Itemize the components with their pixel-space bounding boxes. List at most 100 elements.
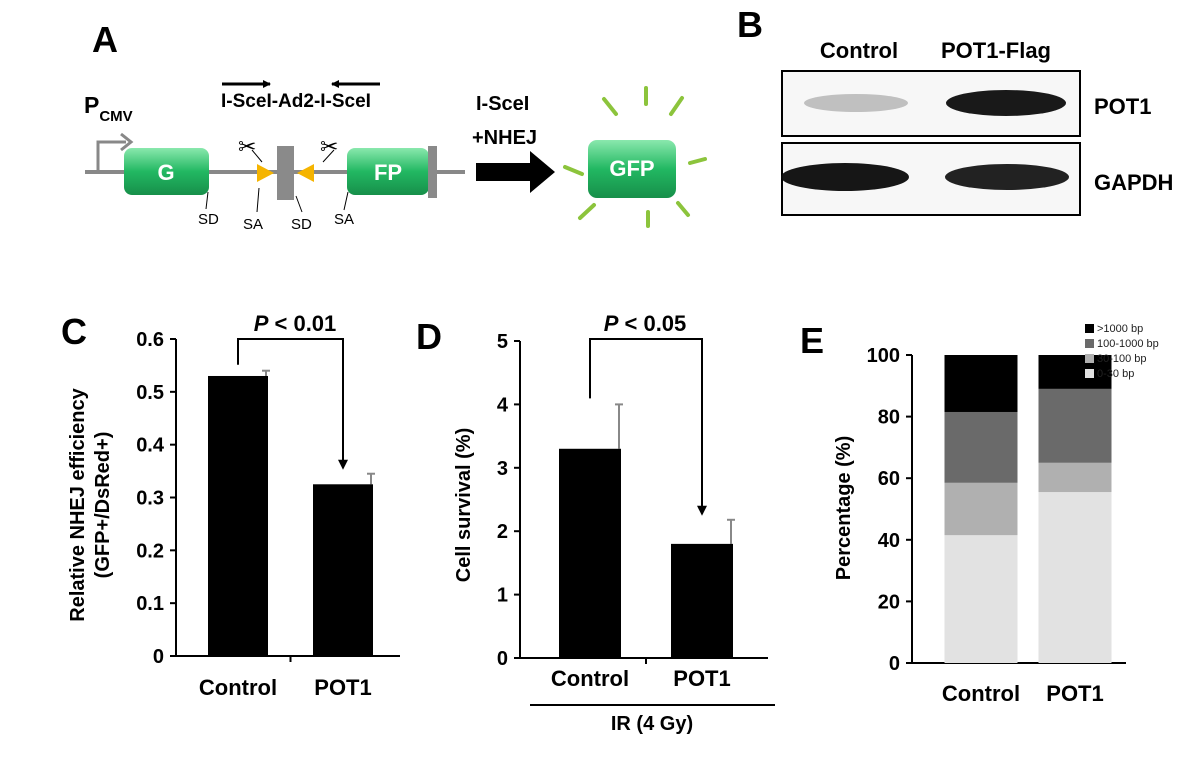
chart-c-plot: 0 0.1 0.2 0.3 0.4 0.5 0.6 Control POT1 <box>136 329 400 700</box>
y-tick-label: 5 <box>497 331 508 353</box>
stacked-bar-segment <box>944 355 1018 412</box>
cut-site-line <box>322 149 335 163</box>
y-tick-label: 0 <box>889 653 900 675</box>
bar <box>208 375 268 656</box>
y-axis-label: Cell survival (%) <box>453 428 475 583</box>
stacked-bar-segment <box>944 535 1018 663</box>
y-tick-label: 0.5 <box>136 382 164 404</box>
blot-band <box>804 94 908 112</box>
chart-e-plot: 0 20 40 60 80 100 Control POT1 <box>867 345 1126 706</box>
legend-swatch <box>1085 369 1094 378</box>
y-tick-label: 0 <box>497 648 508 670</box>
legend-label: >1000 bp <box>1097 323 1143 335</box>
blot-band <box>781 163 909 191</box>
stacked-bar-segment <box>1038 492 1112 663</box>
panel-d: D Cell survival (%) P < 0.05 IR (4 Gy) 0… <box>416 311 775 735</box>
legend-swatch <box>1085 354 1094 363</box>
y-tick-label: 0 <box>153 646 164 668</box>
y-tick-label: 0.6 <box>136 329 164 351</box>
significance-label: P < 0.01 <box>254 311 337 336</box>
significance-arrowhead <box>697 505 707 516</box>
blot-label-pot1: POT1 <box>1094 94 1151 119</box>
exon-g-label: G <box>157 160 174 185</box>
significance-bracket <box>589 338 703 514</box>
lane-label-control: Control <box>820 38 898 63</box>
panel-letter-a: A <box>92 19 118 60</box>
stacked-bar-segment <box>1038 388 1112 463</box>
lane-label-pot1-flag: POT1-Flag <box>941 38 1051 63</box>
panel-b: B Control POT1-Flag POT1 GAPDH <box>737 4 1173 216</box>
y-tick-label: 0.4 <box>136 435 165 457</box>
stacked-bar-segment <box>944 411 1018 483</box>
process-arrow <box>476 151 555 193</box>
panel-a: A PCMV G I-SceI-Ad2-I-SceI ✂ ✂ FP SD <box>84 19 707 233</box>
legend-label: 0-30 bp <box>1097 368 1134 380</box>
blot-label-gapdh: GAPDH <box>1094 170 1173 195</box>
y-tick-label: 0.3 <box>136 488 164 510</box>
x-category-label: Control <box>551 666 629 691</box>
x-category-label: POT1 <box>1046 681 1103 706</box>
x-category-label: POT1 <box>314 675 371 700</box>
process-label-line2: +NHEJ <box>472 127 537 149</box>
cut-site-line <box>251 149 263 163</box>
legend-label: 100-1000 bp <box>1097 338 1159 350</box>
scissors-icon: ✂ <box>320 134 338 159</box>
panel-e: E Percentage (%) 0 20 40 60 80 100 Control POT1… <box>800 320 1159 706</box>
y-tick-label: 20 <box>878 591 900 613</box>
x-category-label: POT1 <box>673 666 730 691</box>
panel-letter-b: B <box>737 4 763 45</box>
y-tick-label: 60 <box>878 468 900 490</box>
gfp-label: GFP <box>609 156 654 181</box>
promoter-arrowhead <box>120 132 134 152</box>
stacked-bar-segment <box>1038 355 1112 389</box>
sa-leader <box>343 191 349 211</box>
legend-label: 30-100 bp <box>1097 353 1147 365</box>
y-axis-label-line1: Relative NHEJ efficiency <box>67 387 89 621</box>
y-axis-label: Percentage (%) <box>833 436 855 581</box>
x-category-label: Control <box>199 675 277 700</box>
y-tick-label: 0.1 <box>136 593 164 615</box>
y-tick-label: 3 <box>497 458 508 480</box>
y-tick-label: 40 <box>878 530 900 552</box>
stacked-bar-segment <box>944 482 1018 536</box>
y-tick-label: 100 <box>867 345 900 367</box>
splice-acceptor-label: SA <box>243 216 263 233</box>
exon-fp-box <box>347 148 429 195</box>
polya-block <box>428 146 437 198</box>
significance-label: P < 0.05 <box>604 311 687 336</box>
group-label: IR (4 Gy) <box>611 713 693 735</box>
ad2-spacer-block <box>277 146 294 200</box>
construct-label: I-SceI-Ad2-I-SceI <box>221 91 371 112</box>
exon-fp-label: FP <box>374 160 402 185</box>
gfp-box <box>588 140 676 198</box>
panel-letter-e: E <box>800 320 824 361</box>
stacked-bar-segment <box>1038 462 1112 493</box>
blot-band <box>945 164 1069 190</box>
y-tick-label: 2 <box>497 521 508 543</box>
splice-acceptor-label: SA <box>334 211 354 228</box>
y-tick-label: 0.2 <box>136 540 164 562</box>
promoter-label: PCMV <box>84 92 133 125</box>
bar <box>671 543 733 658</box>
y-tick-label: 1 <box>497 585 508 607</box>
sd-leader <box>295 195 303 213</box>
isce1-site-triangle <box>257 164 274 182</box>
sa-leader <box>256 187 260 213</box>
x-category-label: Control <box>942 681 1020 706</box>
legend-swatch <box>1085 339 1094 348</box>
bar <box>313 484 373 656</box>
process-label-line1: I-SceI <box>476 93 529 115</box>
panel-letter-c: C <box>61 311 87 352</box>
panel-letter-d: D <box>416 316 442 357</box>
bar <box>559 448 621 658</box>
y-tick-label: 4 <box>497 394 509 416</box>
exon-g-box <box>124 148 209 195</box>
sd-leader <box>205 191 209 210</box>
splice-donor-label: SD <box>291 216 312 233</box>
promoter-arrow <box>96 140 126 172</box>
panel-c: C Relative NHEJ efficiency (GFP+/DsRed+)… <box>61 311 400 700</box>
blot-band <box>946 90 1066 116</box>
legend: >1000 bp 100-1000 bp 30-100 bp 0-30 bp <box>1085 323 1159 380</box>
scissors-icon: ✂ <box>238 134 256 159</box>
